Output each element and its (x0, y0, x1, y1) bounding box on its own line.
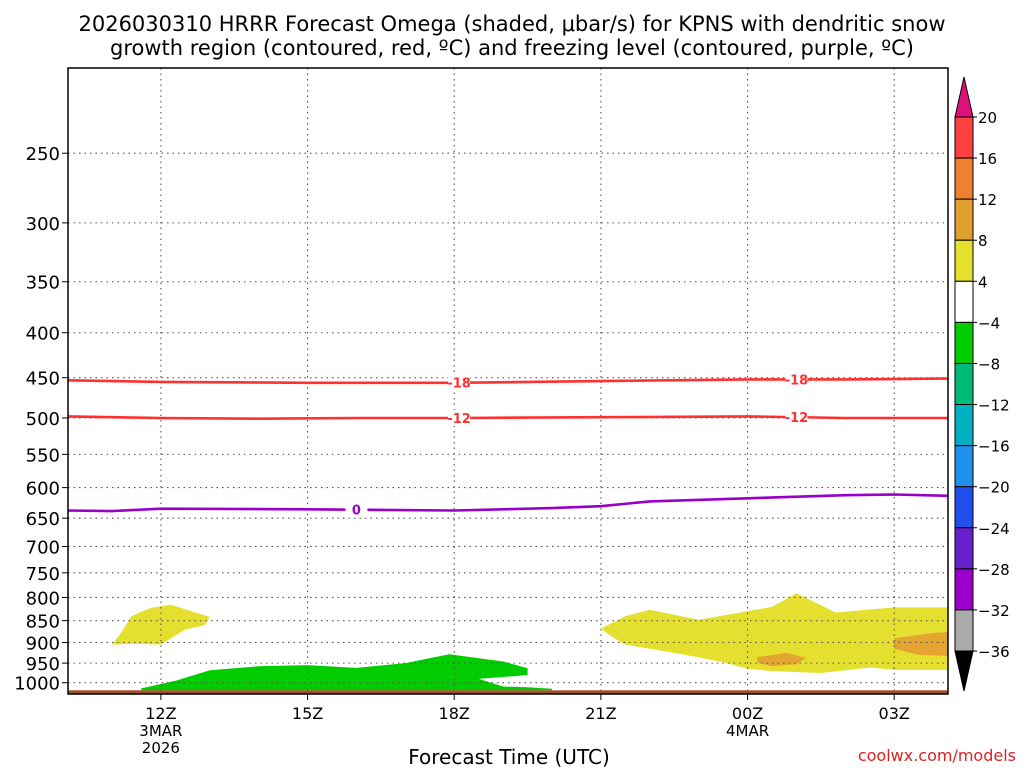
colorbar-label-4: 4 (978, 273, 988, 291)
y-tick-label-350: 350 (26, 273, 60, 294)
y-tick-label-750: 750 (26, 564, 60, 585)
colorbar-legend: 20 16 12 8 4 −4 −8 −12 −16 −20 −24 −28 −32 −36 (955, 77, 1010, 691)
colorbar-label-11: −28 (978, 561, 1010, 579)
colorbar-swatch-3 (955, 240, 973, 281)
contour-label--12: -12 (785, 411, 809, 426)
x-tick-year-12Z: 2026 (142, 739, 180, 757)
x-tick-label-03Z: 03Z (879, 704, 910, 723)
colorbar-swatch-6 (955, 363, 973, 404)
contour-label-0: 0 (352, 504, 361, 519)
colorbar-swatch-5 (955, 322, 973, 363)
colorbar-label-1: 16 (978, 150, 997, 168)
y-tick-label-500: 500 (26, 409, 60, 430)
colorbar-label-0: 20 (978, 109, 997, 127)
colorbar-top-arrow (955, 77, 973, 117)
y-tick-label-650: 650 (26, 509, 60, 530)
colorbar-label-7: −12 (978, 397, 1010, 415)
x-tick-label-18Z: 18Z (439, 704, 470, 723)
y-tick-label-450: 450 (26, 369, 60, 390)
credit-text: coolwx.com/models (858, 746, 1016, 765)
contour-label--18: -18 (447, 377, 471, 392)
colorbar-swatch-4 (955, 281, 973, 322)
omega-time-height-chart: 2026030310 HRRR Forecast Omega (shaded, … (0, 0, 1024, 768)
y-tick-label-700: 700 (26, 537, 60, 558)
colorbar-label-12: −32 (978, 602, 1010, 620)
contour-label--18: -18 (785, 373, 809, 388)
colorbar-label-10: −24 (978, 520, 1010, 538)
y-tick-label-900: 900 (26, 633, 60, 654)
x-tick-date-00Z: 4MAR (726, 722, 769, 740)
y-tick-label-850: 850 (26, 612, 60, 633)
chart-title-line2: growth region (contoured, red, ºC) and f… (110, 36, 914, 60)
colorbar-swatch-11 (955, 569, 973, 610)
colorbar-swatch-1 (955, 158, 973, 199)
colorbar-bottom-arrow (955, 651, 973, 691)
y-tick-label-800: 800 (26, 588, 60, 609)
y-tick-label-600: 600 (26, 479, 60, 500)
colorbar-label-3: 8 (978, 232, 988, 250)
colorbar-label-5: −4 (978, 314, 1000, 332)
y-tick-label-400: 400 (26, 324, 60, 345)
y-tick-label-1000: 1000 (14, 674, 60, 695)
y-tick-label-250: 250 (26, 144, 60, 165)
colorbar-label-9: −20 (978, 479, 1010, 497)
colorbar-swatch-10 (955, 528, 973, 569)
x-tick-label-21Z: 21Z (585, 704, 616, 723)
y-tick-label-550: 550 (26, 445, 60, 466)
x-tick-label-15Z: 15Z (292, 704, 323, 723)
colorbar-swatch-7 (955, 405, 973, 446)
colorbar-label-8: −16 (978, 438, 1010, 456)
colorbar-swatch-8 (955, 446, 973, 487)
colorbar-swatch-12 (955, 610, 973, 651)
contour-label--12: -12 (447, 412, 471, 427)
colorbar-swatch-0 (955, 117, 973, 158)
x-tick-date-12Z: 3MAR (139, 722, 182, 740)
plot-area: -18 -18 -12 -12 0 (68, 68, 948, 694)
colorbar-swatch-2 (955, 199, 973, 240)
chart-title-line1: 2026030310 HRRR Forecast Omega (shaded, … (78, 12, 945, 36)
y-tick-label-300: 300 (26, 214, 60, 235)
colorbar-label-13: −36 (978, 643, 1010, 661)
y-axis: 2503003504004505005506006507007508008509… (14, 144, 68, 694)
x-axis-label: Forecast Time (UTC) (408, 745, 610, 768)
x-tick-label-00Z: 00Z (732, 704, 763, 723)
colorbar-swatch-9 (955, 487, 973, 528)
colorbar-label-2: 12 (978, 191, 997, 209)
x-tick-label-12Z: 12Z (145, 704, 176, 723)
y-tick-label-950: 950 (26, 654, 60, 675)
colorbar-label-6: −8 (978, 355, 1000, 373)
